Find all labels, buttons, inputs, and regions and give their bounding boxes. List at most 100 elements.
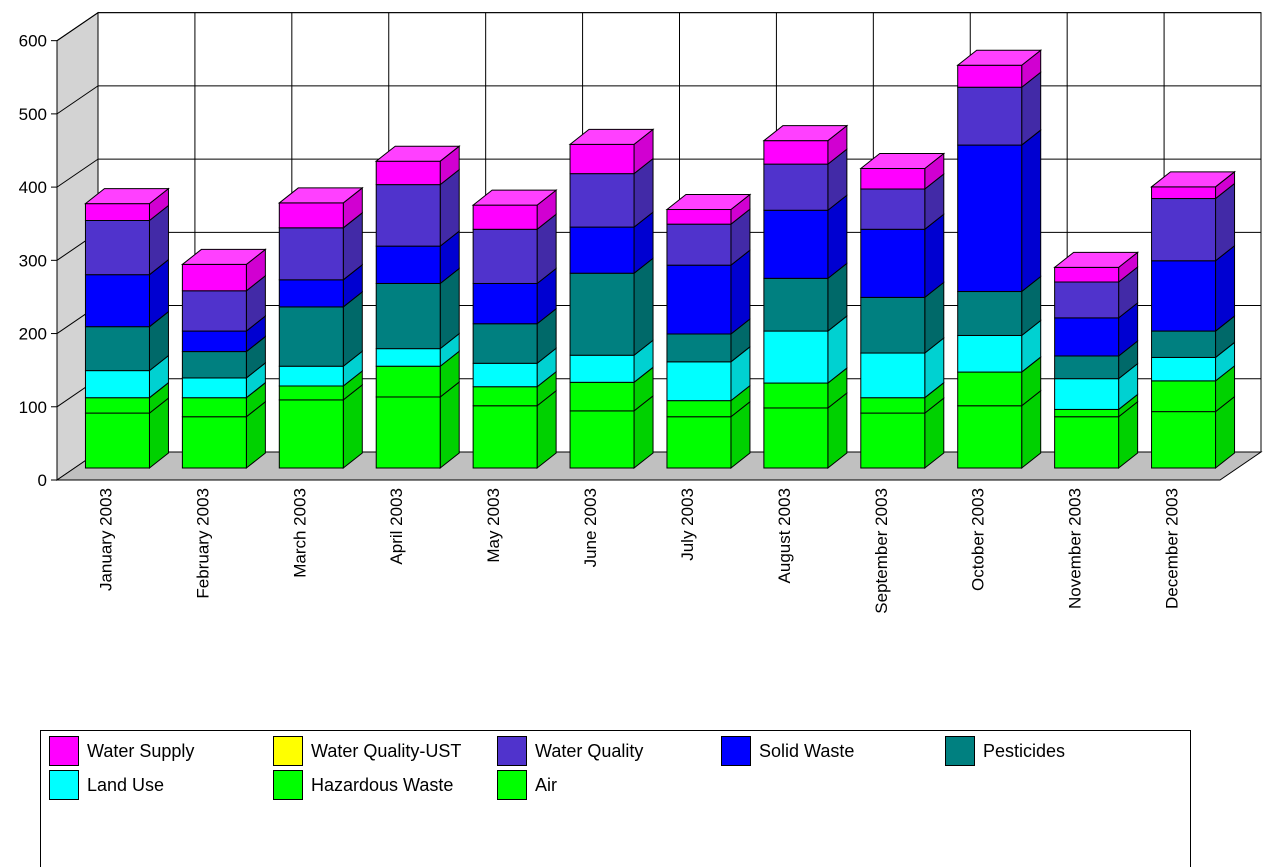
legend-swatch [497,770,527,800]
x-category-label: October 2003 [969,488,988,591]
y-tick-label: 0 [38,471,47,490]
bar-segment-air [278,399,344,469]
bar-segment-hazardous-waste [1054,408,1120,418]
bar-segment-water-quality [84,220,150,276]
legend-swatch [721,736,751,766]
bar-segment-hazardous-waste [278,385,344,401]
bar-segment-water-quality [181,290,247,332]
bar-segment-water-quality [763,163,829,211]
bar-segment-land-use [1054,378,1120,410]
bar-segment-solid-waste [84,274,150,328]
bar-segment-land-use [957,334,1023,373]
bar-segment-hazardous-waste [763,382,829,409]
legend-label: Water Quality-UST [311,740,462,761]
bar-segment-water-supply [569,143,635,175]
bar-segment-water-quality [1054,281,1120,319]
bar-segment-pesticides [181,351,247,379]
legend-swatch [49,770,79,800]
bar-top-water-supply [277,187,364,204]
legend-label: Land Use [87,774,165,795]
stacked-bar-chart: 0 100 200 300 400 500 600 January 2003 February … [19,11,1263,614]
bar-segment-pesticides [569,272,635,356]
bar-segment-land-use [278,365,344,387]
bar-segment-water-supply [1151,186,1217,200]
bar-segment-water-supply [375,160,441,186]
y-tick-label: 600 [19,32,47,51]
bar-top-water-supply [1150,171,1236,188]
bar-segment-water-supply [181,263,247,292]
y-tick-label: 300 [19,251,47,270]
x-category-label: November 2003 [1066,488,1085,609]
y-tick-label: 200 [19,325,47,344]
legend: Water Supply Water Quality-UST Water Qua… [40,730,1191,867]
bar-top-water-supply [665,194,752,211]
legend-item-solid-waste: Solid Waste [721,735,854,767]
bar-segment-land-use [1151,356,1217,382]
bar-segment-land-use [375,348,441,367]
legend-item-water-supply: Water Supply [49,735,194,767]
x-category-label: March 2003 [290,488,309,578]
bar-segment-land-use [84,370,150,399]
bar-segment-solid-waste [569,226,635,274]
bar-segment-pesticides [1054,355,1120,380]
bar-segment-air [763,407,829,469]
bar-segment-hazardous-waste [957,371,1023,407]
bar-segment-air [860,412,926,469]
legend-item-hazardous-waste: Hazardous Waste [273,769,453,801]
legend-label: Water Quality [535,740,644,761]
bar-segment-solid-waste [375,245,441,284]
y-tick-label: 100 [19,398,47,417]
bar-segment-air [472,405,538,469]
bar-segment-pesticides [84,326,150,372]
bar-segment-solid-waste [1151,260,1217,332]
y-tick-label: 500 [19,105,47,124]
bar-segment-water-supply [84,203,150,222]
bar-segment-solid-waste [181,330,247,353]
bar-side-pesticides [633,257,654,357]
bar-top-water-supply [762,125,849,142]
legend-swatch [273,736,303,766]
gridline-side [56,12,99,42]
bar-segment-solid-waste [860,228,926,298]
x-category-label: January 2003 [96,488,115,591]
bar-segment-water-quality [1151,198,1217,262]
bar-segment-hazardous-waste [569,381,635,412]
bar-segment-hazardous-waste [860,397,926,414]
legend-label: Water Supply [87,740,195,761]
bar-top-water-supply [1053,251,1140,268]
bar-segment-water-quality [666,223,732,266]
bar-segment-hazardous-waste [472,386,538,407]
bar-segment-land-use [472,362,538,388]
bar-side-solid-waste [1021,129,1042,293]
legend-label: Solid Waste [759,740,855,761]
bar-top-water-supply [84,188,170,205]
bar-segment-hazardous-waste [84,397,150,414]
legend-item-pesticides: Pesticides [945,735,1065,767]
x-category-label: June 2003 [581,488,600,567]
bar-segment-water-quality [472,228,538,284]
x-category-label: July 2003 [678,488,697,561]
x-category-label: February 2003 [193,488,212,599]
bar-segment-solid-waste [763,209,829,279]
bar-segment-air [1151,411,1217,469]
bar-segment-pesticides [278,306,344,367]
bar-segment-pesticides [375,282,441,350]
x-category-label: September 2003 [872,488,891,614]
bar-segment-pesticides [763,277,829,332]
bar-segment-solid-waste [666,264,732,335]
bar-segment-solid-waste [957,144,1023,293]
bar-segment-solid-waste [278,279,344,308]
bar-segment-pesticides [860,296,926,354]
x-category-label: December 2003 [1163,488,1182,609]
bar-segment-land-use [181,377,247,399]
gridline-side [56,85,99,115]
bar-segment-land-use [860,352,926,399]
bar-segment-air [1054,416,1120,469]
bar-top-water-supply [180,248,267,265]
bar-segment-water-supply [1054,266,1120,283]
x-category-label: May 2003 [484,488,503,563]
bar-segment-land-use [569,354,635,383]
bar-segment-land-use [763,330,829,384]
bar-top-water-supply [471,189,558,206]
gridline-side [56,158,99,188]
